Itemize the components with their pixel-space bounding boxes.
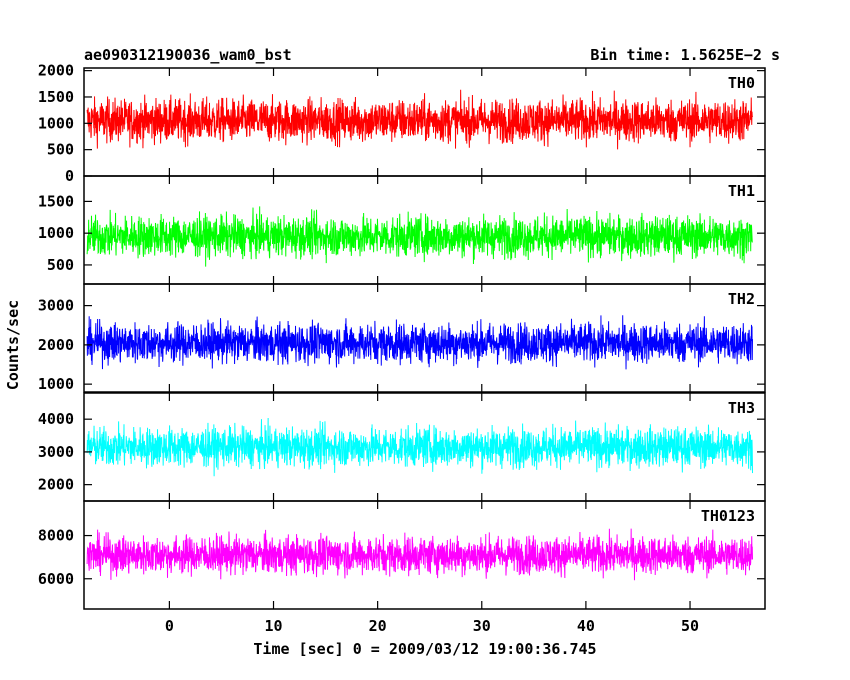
panel-label: TH0123 [701,507,755,525]
panels-group: 0500100015002000TH050010001500TH11000200… [38,62,766,635]
x-tick-label: 0 [165,617,174,635]
x-tick-label: 50 [681,617,699,635]
y-axis-label: Counts/sec [4,300,22,390]
y-tick-label: 8000 [38,527,74,545]
y-tick-label: 1500 [38,192,74,210]
panel-label: TH3 [728,399,755,417]
series-th3 [86,418,753,477]
panel-frame [83,500,766,610]
y-tick-label: 500 [47,141,74,159]
panel-label: TH0 [728,74,755,92]
y-tick-label: 2000 [38,62,74,80]
series-th2 [86,315,753,370]
y-tick-label: 2000 [38,336,74,354]
y-tick-label: 500 [47,256,74,274]
panel-th0123: 6000 8000 TH0123 [38,500,766,610]
y-tick-label: 3000 [38,297,74,315]
x-tick-label: 10 [264,617,282,635]
series-th0123 [86,528,753,581]
chart-title: ae090312190036_wam0_bst [84,46,292,64]
y-tick-label: 1500 [38,88,74,106]
panel-th2: 1000 2000 3000 TH2 [38,283,766,393]
panel-label: TH2 [728,290,755,308]
y-tick-label: 1000 [38,224,74,242]
x-tick-label: 40 [577,617,595,635]
panel-label: TH1 [728,182,755,200]
y-tick-label: 4000 [38,410,74,428]
y-tick-label: 0 [65,167,74,185]
panel-th1: 500 1000 1500 TH1 [38,175,766,285]
panel-th3: 2000 3000 4000 TH3 [38,392,766,502]
y-tick-label: 2000 [38,476,74,494]
x-axis-label: Time [sec] 0 = 2009/03/12 19:00:36.745 [253,640,596,658]
x-tick-label: 30 [473,617,491,635]
y-tick-label: 1000 [38,114,74,132]
y-tick-label: 6000 [38,570,74,588]
series-th1 [86,206,753,267]
x-tick-label: 20 [369,617,387,635]
panel-th0: 0 500 1000 1500 2000 TH0 [38,62,766,185]
y-tick-label: 3000 [38,443,74,461]
bin-time-label: Bin time: 1.5625E−2 s [590,46,780,64]
panel-frame [83,283,766,393]
y-tick-label: 1000 [38,375,74,393]
series-th0 [86,89,753,150]
